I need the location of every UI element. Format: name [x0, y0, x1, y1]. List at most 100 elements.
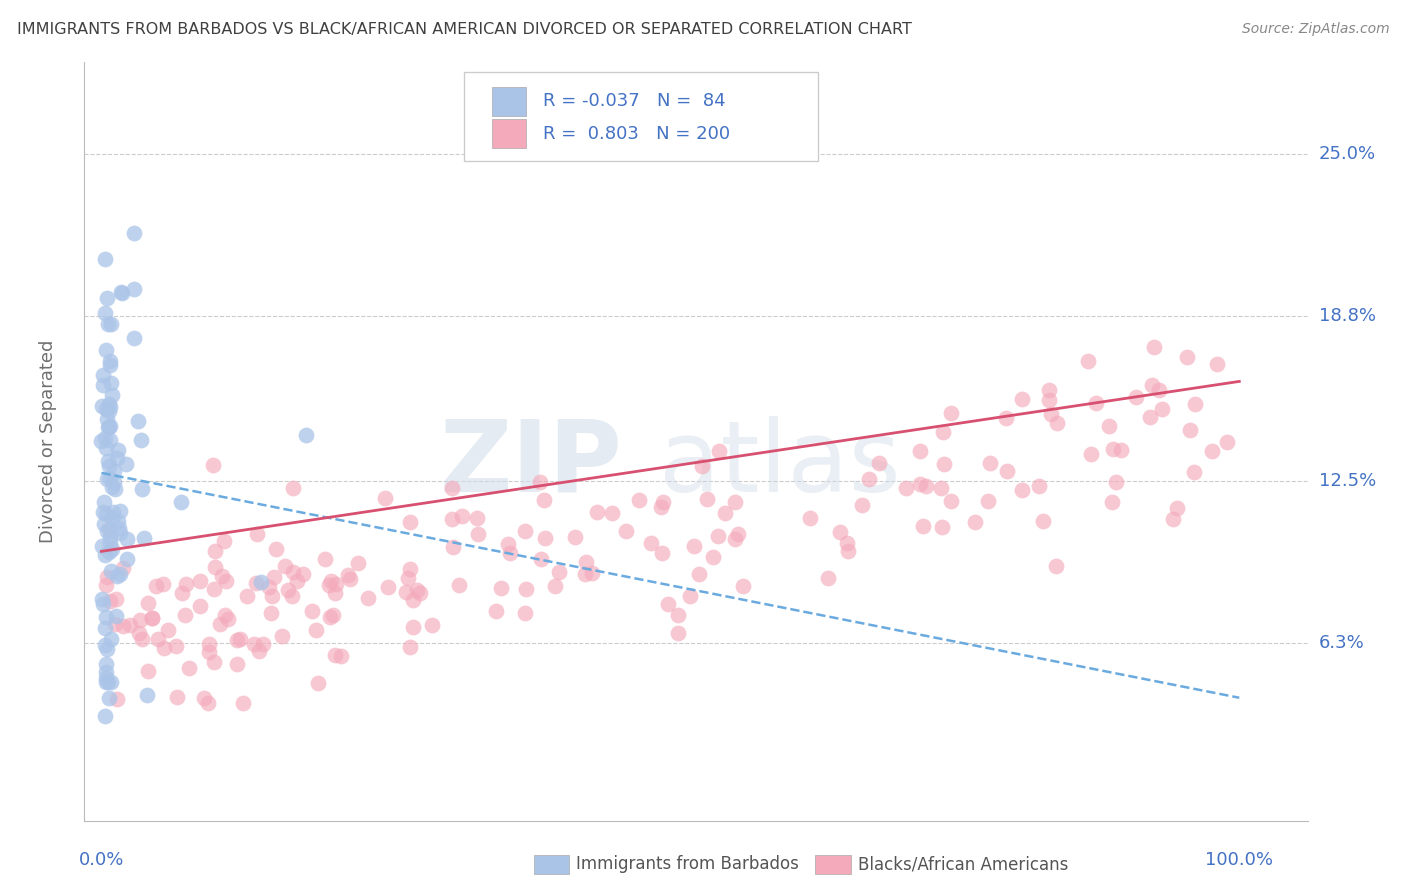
Point	[614, 524, 637, 539]
Point	[108, 566, 131, 581]
Point	[1039, 408, 1062, 422]
Text: IMMIGRANTS FROM BARBADOS VS BLACK/AFRICAN AMERICAN DIVORCED OR SEPARATED CORRELA: IMMIGRANTS FROM BARBADOS VS BLACK/AFRICA…	[17, 22, 911, 37]
Point	[724, 495, 747, 509]
Point	[246, 527, 269, 541]
Point	[1080, 447, 1102, 461]
Point	[515, 582, 537, 596]
Point	[932, 425, 955, 439]
Point	[97, 675, 120, 690]
Point	[111, 285, 134, 300]
Text: 6.3%: 6.3%	[1319, 634, 1364, 652]
Point	[651, 546, 673, 560]
Point	[402, 620, 425, 634]
Point	[110, 525, 132, 540]
Point	[1102, 442, 1125, 456]
Point	[934, 457, 956, 471]
Point	[201, 458, 224, 473]
Point	[1206, 357, 1229, 371]
Point	[105, 609, 128, 624]
Point	[193, 690, 215, 705]
Point	[1216, 435, 1239, 450]
Point	[911, 518, 934, 533]
Point	[204, 560, 226, 574]
Point	[995, 464, 1018, 478]
Point	[323, 586, 346, 600]
Point	[281, 481, 304, 495]
Point	[574, 566, 596, 581]
Point	[1101, 495, 1123, 509]
Text: 100.0%: 100.0%	[1205, 851, 1274, 869]
Point	[346, 556, 368, 570]
Point	[104, 591, 127, 606]
Point	[534, 531, 557, 545]
Point	[100, 317, 122, 331]
Point	[252, 637, 274, 651]
Point	[165, 639, 187, 653]
Point	[330, 649, 353, 664]
Point	[177, 661, 200, 675]
Text: Source: ZipAtlas.com: Source: ZipAtlas.com	[1241, 22, 1389, 37]
Point	[98, 536, 121, 550]
Text: 25.0%: 25.0%	[1319, 145, 1376, 163]
Point	[90, 400, 112, 414]
Bar	[492, 87, 526, 116]
Point	[1011, 483, 1033, 497]
Point	[153, 641, 176, 656]
Point	[107, 442, 129, 457]
Point	[263, 570, 285, 584]
Point	[202, 655, 225, 669]
Point	[291, 567, 314, 582]
Point	[98, 459, 121, 474]
Point	[96, 472, 118, 486]
Point	[724, 532, 747, 546]
Point	[100, 564, 122, 578]
Point	[214, 533, 236, 548]
Point	[98, 354, 121, 368]
Point	[465, 511, 488, 525]
Point	[188, 599, 211, 613]
Point	[104, 482, 127, 496]
Point	[1084, 395, 1107, 409]
Point	[96, 524, 118, 538]
Point	[94, 657, 117, 671]
Point	[1182, 465, 1205, 479]
Point	[939, 406, 962, 420]
Point	[1180, 423, 1202, 437]
Point	[257, 580, 280, 594]
Point	[232, 696, 254, 710]
Point	[1139, 409, 1161, 424]
Point	[564, 530, 586, 544]
Point	[136, 664, 159, 678]
Point	[197, 645, 219, 659]
Point	[489, 581, 512, 595]
Point	[702, 550, 724, 565]
Point	[97, 317, 120, 331]
Point	[1184, 397, 1206, 411]
Point	[100, 376, 122, 390]
Point	[97, 545, 120, 559]
Point	[122, 282, 145, 296]
Point	[228, 632, 250, 647]
Point	[714, 507, 737, 521]
Point	[837, 536, 859, 550]
Point	[122, 331, 145, 345]
Point	[107, 514, 129, 528]
Point	[374, 491, 396, 506]
Point	[274, 559, 297, 574]
Point	[136, 596, 159, 610]
Point	[301, 604, 323, 618]
Point	[679, 590, 702, 604]
Point	[94, 620, 117, 634]
Point	[97, 420, 120, 434]
Point	[499, 546, 522, 560]
Point	[243, 637, 266, 651]
Point	[107, 521, 129, 535]
Point	[441, 541, 464, 555]
Point	[96, 578, 118, 592]
Text: ZIP: ZIP	[440, 416, 623, 513]
Point	[98, 358, 121, 372]
Point	[91, 539, 114, 553]
Point	[441, 481, 464, 495]
Point	[1028, 479, 1050, 493]
Point	[211, 569, 233, 583]
